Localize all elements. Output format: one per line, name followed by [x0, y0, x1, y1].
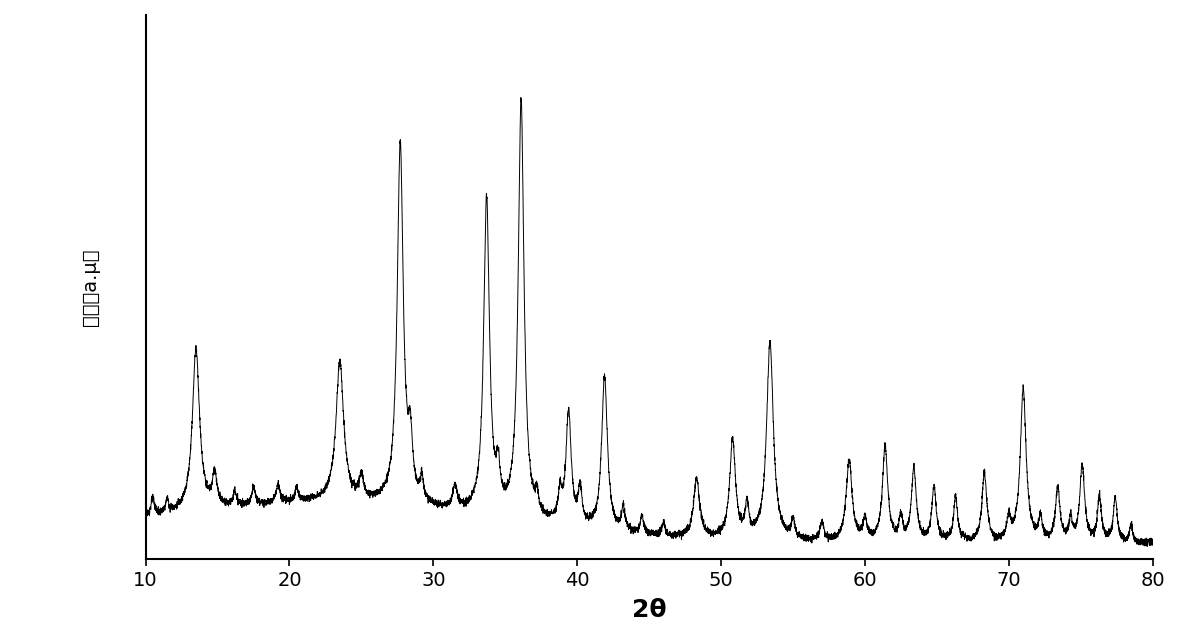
X-axis label: 2θ: 2θ — [631, 598, 667, 622]
Text: 强度（a.μ）: 强度（a.μ） — [80, 248, 99, 326]
